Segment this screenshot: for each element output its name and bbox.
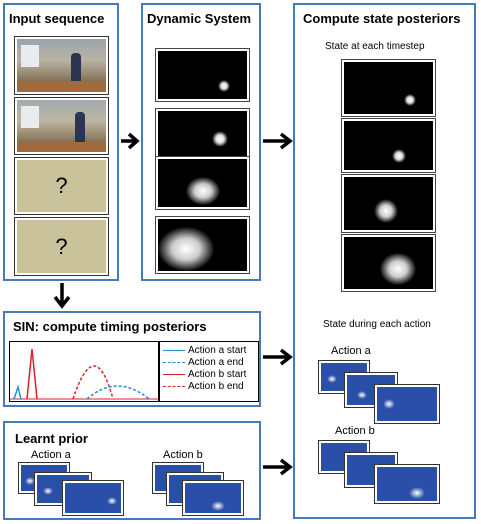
learnt-prior-panel: Learnt prior Action a Action b	[3, 421, 261, 520]
state-blob	[25, 477, 35, 485]
posterior-action-b-frame-3	[374, 464, 440, 504]
prior-action-a-label: Action a	[31, 449, 71, 461]
input-video-frame-2	[14, 97, 109, 155]
posterior-action-b-label: Action b	[335, 425, 375, 437]
dynamic-state-frame-3	[155, 156, 250, 210]
state-blob	[380, 253, 416, 285]
state-blob	[186, 177, 220, 205]
legend-item-a-start: Action a start	[163, 345, 261, 357]
posterior-frame-2	[341, 118, 436, 173]
dynamic-system-panel: Dynamic System	[141, 3, 261, 281]
state-blob	[218, 80, 230, 92]
legend-swatch	[163, 350, 185, 351]
state-blob	[158, 227, 214, 271]
dynamic-state-frame-2	[155, 108, 250, 162]
learnt-prior-title: Learnt prior	[15, 431, 88, 446]
posterior-frame-4	[341, 234, 436, 292]
arrow-sin-to-posteriors	[263, 348, 293, 366]
legend-item-b-end: Action b end	[163, 381, 261, 393]
legend-label: Action a end	[188, 357, 244, 368]
dynamic-state-frame-1	[155, 48, 250, 102]
dynamic-state-frame-4	[155, 216, 250, 274]
input-video-frame-1	[14, 36, 109, 95]
action-b-start-curve	[26, 348, 38, 400]
legend-swatch	[163, 362, 185, 363]
state-blob	[392, 149, 406, 163]
arrow-dynamic-to-posteriors	[263, 132, 293, 150]
posterior-frame-1	[341, 59, 436, 117]
posterior-frame-3	[341, 174, 436, 233]
plot-legend: Action a start Action a end Action b sta…	[163, 345, 261, 393]
frame2-person	[75, 112, 85, 146]
unknown-frame-2: ?	[14, 217, 109, 276]
state-blob	[357, 391, 367, 399]
state-blob	[383, 399, 395, 409]
unknown-frame-1: ?	[14, 157, 109, 215]
frame1-table	[17, 81, 106, 92]
input-sequence-title: Input sequence	[9, 11, 105, 26]
input-sequence-panel: Input sequence ? ?	[3, 3, 119, 281]
state-blob	[327, 375, 337, 383]
legend-label: Action a start	[188, 345, 247, 356]
state-blob	[211, 501, 225, 511]
prior-action-b-label: Action b	[163, 449, 203, 461]
arrow-input-to-dynamic	[121, 132, 140, 150]
frame2-window	[21, 106, 39, 128]
action-a-start-curve	[13, 384, 22, 400]
prior-action-b-frame-3	[182, 480, 244, 516]
sin-title: SIN: compute timing posteriors	[13, 319, 207, 334]
legend-label: Action b end	[188, 381, 244, 392]
frame2-table	[17, 142, 106, 152]
state-blob	[404, 94, 416, 106]
frame1-person	[71, 53, 81, 85]
legend-item-b-start: Action b start	[163, 369, 261, 381]
state-blob	[212, 131, 228, 147]
posterior-action-a-frame-3	[374, 384, 440, 424]
legend-frame	[159, 341, 259, 402]
state-posteriors-panel: Compute state posteriors State at each t…	[293, 3, 476, 519]
dynamic-system-title: Dynamic System	[147, 11, 252, 26]
prior-action-a-frame-3	[62, 480, 124, 516]
arrow-prior-to-posteriors	[263, 458, 293, 476]
legend-swatch	[163, 386, 185, 387]
action-caption: State during each action	[323, 319, 431, 330]
state-posteriors-title: Compute state posteriors	[303, 11, 461, 26]
legend-label: Action b start	[188, 369, 247, 380]
state-blob	[107, 497, 117, 505]
arrow-input-to-sin	[53, 283, 71, 309]
state-blob	[43, 487, 53, 495]
timestep-caption: State at each timestep	[325, 41, 425, 52]
state-blob	[374, 199, 398, 223]
timing-posterior-plot	[9, 341, 259, 402]
legend-swatch	[163, 374, 185, 375]
sin-panel: SIN: compute timing posteriors Action a …	[3, 311, 261, 407]
posterior-action-a-label: Action a	[331, 345, 371, 357]
state-blob	[409, 487, 425, 499]
action-a-end-curve	[86, 385, 150, 400]
frame1-window	[21, 45, 39, 67]
legend-item-a-end: Action a end	[163, 357, 261, 369]
